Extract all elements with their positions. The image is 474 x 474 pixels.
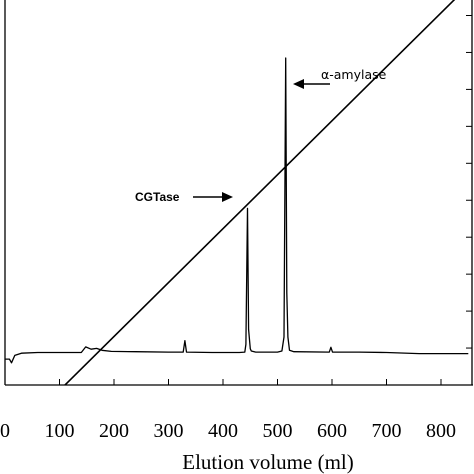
- plot-frame: [4, 0, 473, 386]
- series-line-gradient: [64, 0, 456, 385]
- annotation-cgtase-arrowhead: [222, 192, 233, 202]
- x-tick-label-8: 800: [426, 420, 456, 442]
- series-line-absorbance_trace: [5, 57, 469, 364]
- annotation-amylase-arrowhead: [293, 79, 304, 89]
- x-tick-label-1: 100: [45, 420, 75, 442]
- x-axis-label: Elution volume (ml): [182, 450, 353, 474]
- x-tick-label-5: 500: [263, 420, 293, 442]
- x-tick-label-3: 300: [154, 420, 184, 442]
- x-tick-label-2: 200: [99, 420, 129, 442]
- axis-ticks: [4, 15, 472, 386]
- x-tick-label-0: 0: [0, 420, 10, 442]
- annotations: CGTase α-amylase: [135, 67, 387, 204]
- x-tick-label-4: 400: [208, 420, 238, 442]
- x-tick-labels: 0 100 200 300 400 500 600 700 800: [0, 420, 456, 442]
- x-tick-label-6: 600: [317, 420, 347, 442]
- series-group: [5, 0, 469, 385]
- annotation-cgtase-label: CGTase: [135, 190, 180, 204]
- x-tick-label-7: 700: [372, 420, 402, 442]
- annotation-amylase-label: α-amylase: [321, 67, 387, 82]
